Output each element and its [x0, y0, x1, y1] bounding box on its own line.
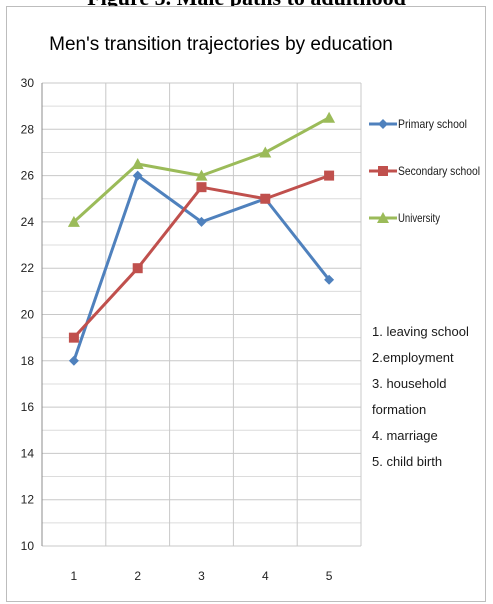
annotation-line: 1. leaving school: [372, 324, 469, 339]
y-tick-label: 12: [21, 493, 35, 507]
data-point: [260, 193, 271, 204]
y-tick-label: 14: [21, 446, 35, 460]
data-point: [324, 274, 335, 285]
x-tick-label: 3: [198, 569, 205, 583]
data-point: [195, 169, 208, 181]
series-group: [67, 111, 336, 227]
data-point: [324, 170, 335, 181]
data-point: [132, 170, 143, 181]
y-tick-label: 18: [21, 354, 35, 368]
data-point: [131, 158, 144, 170]
data-point: [196, 182, 207, 193]
y-tick-label: 26: [21, 169, 35, 183]
y-tick-label: 20: [21, 308, 35, 322]
chart-frame: [6, 6, 486, 602]
legend: Primary school Secondary school University: [369, 117, 480, 225]
data-point: [259, 146, 272, 158]
data-point: [132, 263, 143, 274]
annotation-notes: 1. leaving school 2.employment 3. househ…: [372, 319, 469, 475]
annotation-line: 4. marriage: [372, 428, 438, 443]
legend-label: University: [398, 211, 440, 225]
legend-label: Primary school: [398, 117, 467, 131]
x-tick-label: 2: [134, 569, 141, 583]
y-tick-label: 10: [21, 539, 35, 553]
legend-swatch-marker: [378, 166, 388, 176]
x-tick-label: 5: [326, 569, 333, 583]
y-tick-label: 28: [21, 122, 35, 136]
y-tick-label: 16: [21, 400, 35, 414]
series-group: [68, 170, 335, 343]
legend-label: Secondary school: [398, 164, 480, 178]
figure-caption: Figure 5. Male paths to adulthood: [0, 0, 493, 11]
x-tick-label: 1: [71, 569, 78, 583]
y-tick-label: 24: [21, 215, 35, 229]
data-point: [67, 215, 80, 227]
annotation-line: 2.employment: [372, 350, 454, 365]
y-tick-label: 22: [21, 261, 35, 275]
annotation-line: formation: [372, 402, 427, 417]
annotation-line: 5. child birth: [372, 454, 443, 469]
series-lines: [67, 111, 336, 366]
gridlines: [41, 82, 362, 547]
data-point: [196, 216, 207, 227]
data-point: [323, 111, 336, 123]
chart-title: Men's transition trajectories by educati…: [49, 34, 393, 55]
annotation-line: 3. household: [372, 376, 447, 391]
data-point: [68, 332, 79, 343]
y-tick-label: 30: [21, 76, 35, 90]
legend-swatch-marker: [377, 212, 389, 223]
data-point: [68, 355, 79, 366]
legend-swatch-marker: [378, 119, 388, 129]
x-tick-label: 4: [262, 569, 269, 583]
series-line: [72, 174, 330, 339]
